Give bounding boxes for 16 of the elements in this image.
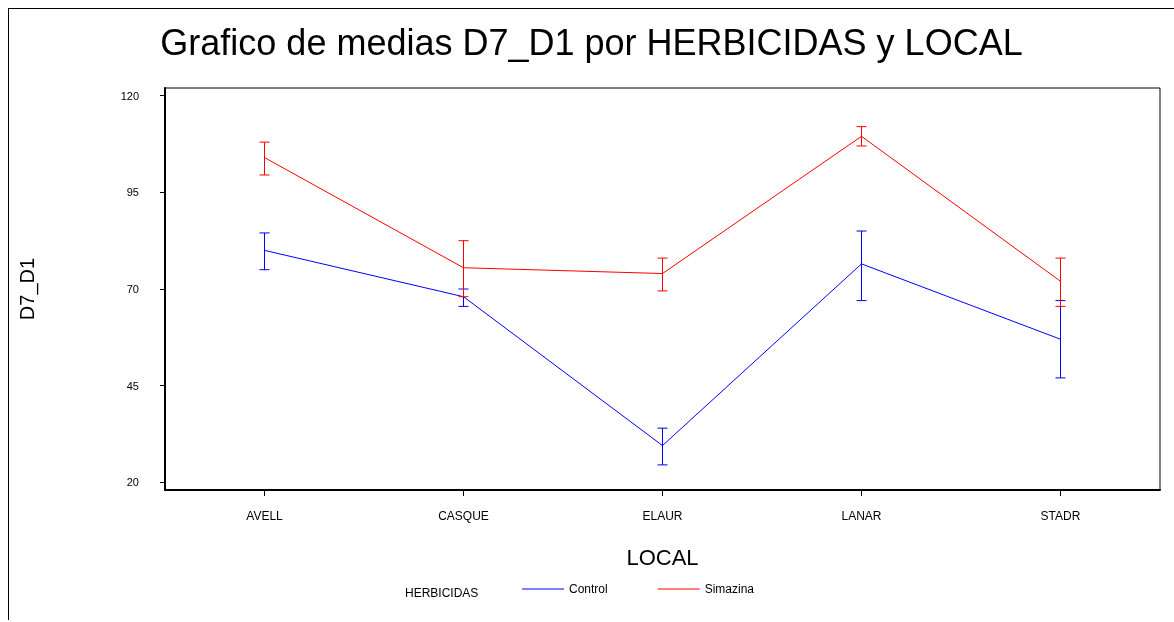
y-tick-label: 20	[126, 476, 139, 489]
x-tick-label: LANAR	[841, 509, 882, 523]
y-tick-label: 45	[126, 379, 139, 392]
legend-title: HERBICIDAS	[405, 586, 479, 600]
y-tick-label: 95	[126, 186, 139, 199]
x-tick-label: AVELL	[246, 509, 284, 523]
y-tick-label: 70	[126, 283, 139, 295]
x-tick-label: STADR	[1040, 509, 1081, 523]
x-axis-title: LOCAL	[626, 544, 699, 570]
x-tick-label: CASQUE	[438, 509, 489, 523]
y-axis-title: D7_D1	[16, 257, 39, 321]
legend-label: Control	[569, 582, 608, 596]
legend-label: Simazina	[704, 582, 755, 596]
x-tick-label: ELAUR	[642, 509, 683, 523]
y-tick-label: 120	[120, 89, 139, 102]
chart-title: Grafico de medias D7_D1 por HERBICIDAS y LOCAL	[160, 21, 1023, 63]
